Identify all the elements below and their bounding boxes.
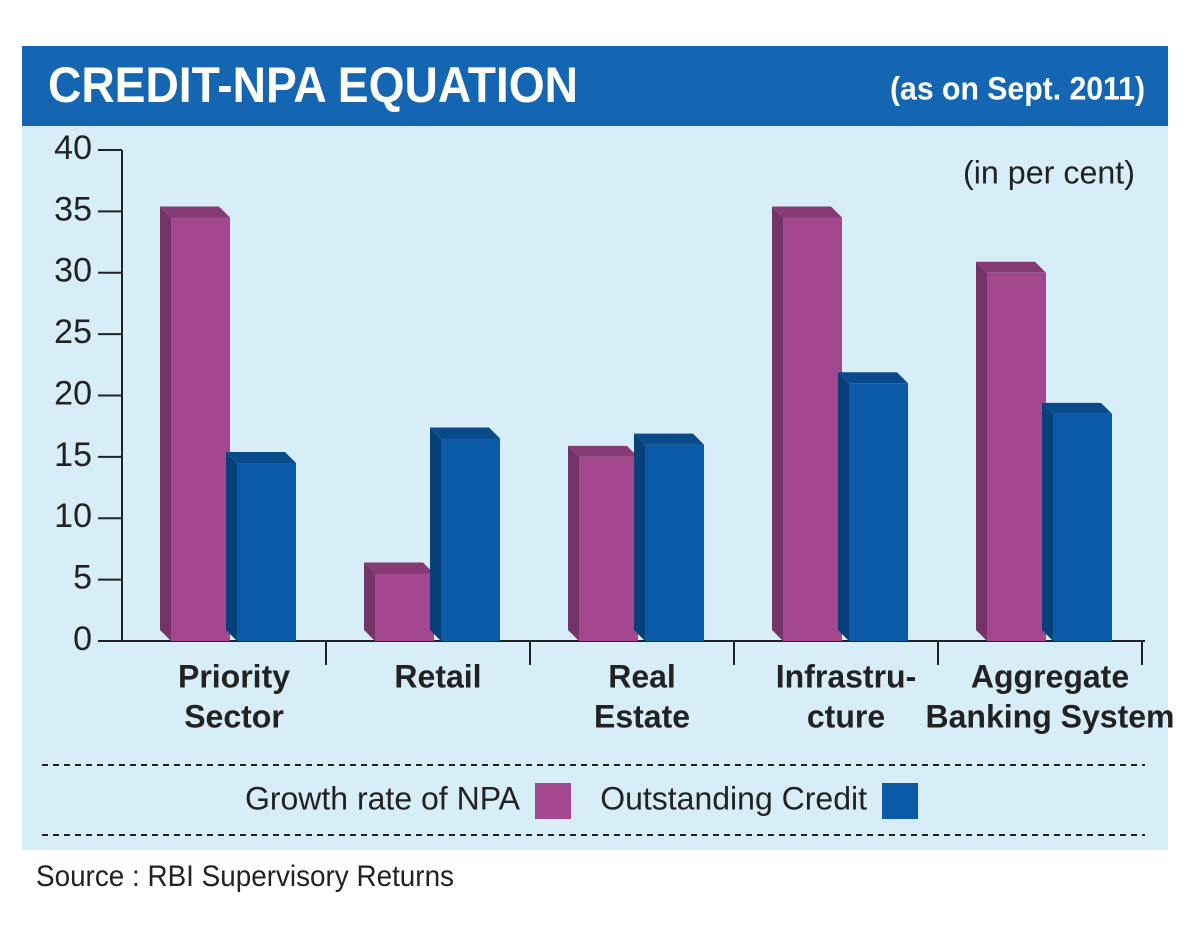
bar — [645, 444, 704, 641]
bar — [987, 272, 1046, 641]
bar-top — [838, 372, 908, 384]
legend-label: Outstanding Credit — [600, 780, 867, 816]
bar-side — [976, 261, 987, 641]
bar-side — [568, 445, 579, 641]
bar-side — [1042, 402, 1053, 641]
x-tick-label: Real — [608, 658, 676, 694]
bar-side — [430, 427, 441, 641]
bar-top — [430, 427, 500, 439]
bar-side — [772, 206, 783, 641]
bar-side — [634, 433, 645, 641]
y-tick-label: 5 — [73, 559, 92, 597]
bar — [375, 573, 434, 641]
bar — [849, 383, 908, 641]
bar — [783, 217, 842, 641]
x-tick-label: Retail — [394, 658, 481, 694]
bar-side — [838, 372, 849, 641]
y-tick-label: 25 — [54, 313, 92, 351]
x-tick-label: Banking System — [926, 698, 1175, 734]
legend-swatch — [882, 783, 918, 819]
y-tick-label: 0 — [73, 620, 92, 658]
legend-label: Growth rate of NPA — [245, 780, 521, 816]
x-tick-label: Aggregate — [971, 658, 1129, 694]
bar-top — [568, 445, 638, 457]
bar-side — [160, 206, 171, 641]
bar — [1053, 413, 1112, 641]
chart-title: CREDIT-NPA EQUATION — [48, 57, 578, 113]
y-tick-label: 30 — [54, 252, 92, 290]
unit-label: (in per cent) — [963, 154, 1135, 190]
legend-swatch — [535, 783, 571, 819]
y-tick-label: 20 — [54, 374, 92, 412]
bar-side — [364, 562, 375, 641]
y-tick-label: 35 — [54, 190, 92, 228]
x-tick-label: cture — [807, 698, 885, 734]
y-tick-label: 10 — [54, 497, 92, 535]
bar-top — [1042, 402, 1112, 414]
bar-top — [364, 562, 434, 574]
x-tick-label: Sector — [184, 698, 284, 734]
y-tick-label: 15 — [54, 436, 92, 474]
bar-top — [976, 261, 1046, 273]
x-tick-label: Infrastru- — [776, 658, 916, 694]
bar-top — [226, 452, 296, 464]
source-note: Source : RBI Supervisory Returns — [36, 860, 454, 893]
bar — [237, 463, 296, 641]
bar — [579, 456, 638, 641]
x-tick-label: Priority — [178, 658, 290, 694]
bar-side — [226, 452, 237, 641]
bar — [441, 438, 500, 641]
x-tick-label: Estate — [594, 698, 690, 734]
bar-top — [160, 206, 230, 218]
y-tick-label: 40 — [54, 129, 92, 167]
bar — [171, 217, 230, 641]
bar-top — [772, 206, 842, 218]
chart-subtitle: (as on Sept. 2011) — [890, 70, 1145, 106]
header-band — [22, 46, 1168, 126]
bar-top — [634, 433, 704, 445]
